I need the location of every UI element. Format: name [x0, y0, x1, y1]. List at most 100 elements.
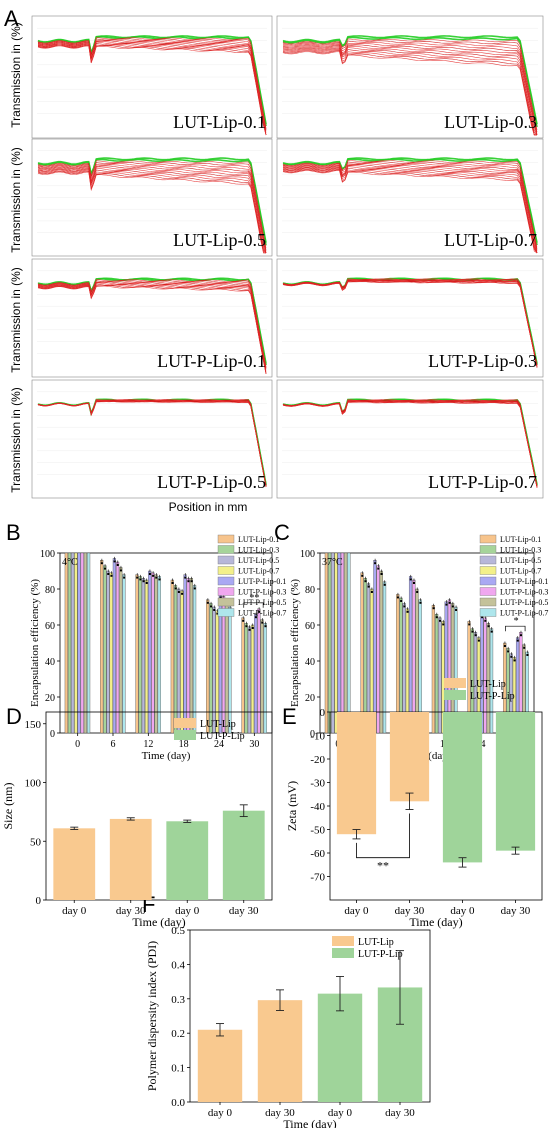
- panel-e-ytick-label: 0: [320, 707, 326, 719]
- panel-b-chart: 0 20 40 60 80 100 0 6 12 18 24 30 ** 4°C Time (day) Enc…: [29, 534, 286, 762]
- panel-b-point-marker: [152, 574, 155, 577]
- panel-b-bar: [109, 572, 113, 734]
- transmission-curve: [37, 166, 267, 254]
- panel-f-ytick-label: 0.5: [171, 925, 185, 937]
- plot-title: LUT-P-Lip-0.5: [157, 472, 266, 492]
- panel-b-point-marker: [139, 578, 142, 581]
- panel-b-bar: [215, 610, 219, 734]
- transmission-plot: LUT-P-Lip-0.7: [276, 379, 544, 499]
- panel-d-legend-label: LUT-Lip: [200, 719, 236, 730]
- panel-c-bar: [483, 617, 487, 734]
- panel-b-bar: [141, 578, 145, 734]
- panel-b-point-marker: [254, 616, 257, 619]
- transmission-curve: [282, 43, 538, 136]
- panel-d-axes-frame: [45, 711, 273, 901]
- panel-b-bar: [228, 606, 232, 734]
- transmission-curve: [37, 41, 267, 134]
- panel-c-point-marker: [416, 591, 419, 593]
- panel-a-ylabel-1: Transmission in (%): [9, 22, 23, 128]
- panel-b-bar: [247, 626, 251, 734]
- panel-b-point-marker: [136, 576, 139, 579]
- transmission-curve: [282, 165, 538, 254]
- panel-e-xtick-label: day 0: [450, 905, 475, 917]
- panel-b-ytick-label: 0: [50, 729, 55, 740]
- plot-title: LUT-Lip-0.3: [444, 112, 537, 132]
- transmission-curve: [282, 158, 538, 246]
- panel-c-point-marker: [526, 654, 529, 656]
- panel-b-bar: [186, 578, 190, 734]
- panel-b-point-marker: [107, 573, 110, 575]
- panel-b-bar: [209, 603, 213, 734]
- panel-f-ytick-label: 0.0: [171, 1097, 185, 1109]
- panel-e-ytick-label: -70: [310, 872, 325, 884]
- panel-c-point-marker: [380, 573, 383, 575]
- panel-b-ytick-label: 20: [45, 693, 55, 704]
- panel-b-bar: [80, 552, 84, 734]
- panel-b-xtick-label: 12: [143, 739, 153, 750]
- panel-c-point-marker: [503, 645, 506, 647]
- panel-c-legend-swatch: [479, 555, 497, 565]
- panel-b-point-marker: [193, 587, 196, 590]
- panel-b-xtick-label: 24: [214, 739, 224, 750]
- panel-f-legend-swatch: [332, 948, 354, 958]
- panel-b-point-marker: [210, 605, 213, 608]
- panel-c-legend-label: LUT-Lip-0.1: [500, 535, 541, 544]
- panel-b-point-marker: [113, 560, 116, 563]
- panel-b-point-marker: [158, 578, 161, 581]
- panel-c-point-marker: [490, 630, 493, 633]
- panel-b-bar: [144, 579, 149, 734]
- panel-b-ytick-label: 60: [45, 621, 55, 632]
- panel-b-bar: [100, 560, 104, 734]
- panel-b-legend-swatch: [217, 597, 235, 607]
- panel-b-bar: [119, 567, 123, 734]
- panel-b-bar: [83, 552, 88, 734]
- panel-b-bar: [135, 574, 139, 734]
- panel-c-legend-swatch: [479, 534, 497, 544]
- panel-c-point-marker: [442, 623, 445, 626]
- transmission-curve: [37, 163, 267, 252]
- transmission-curve: [37, 165, 267, 254]
- panel-e-ytick-label: -20: [310, 754, 325, 766]
- panel-e-legend-label: LUT-P-Lip: [470, 691, 515, 702]
- panel-b-point-marker: [216, 612, 219, 615]
- transmission-curve: [282, 40, 538, 133]
- transmission-curve: [37, 45, 267, 136]
- transmission-curve: [37, 158, 267, 246]
- panel-b-bar: [103, 565, 107, 734]
- panel-c-bar: [435, 614, 439, 734]
- panel-c-bar: [373, 560, 377, 734]
- panel-c-point-marker: [474, 634, 477, 637]
- panel-c-sig-bracket: [505, 625, 526, 632]
- transmission-plot: LUT-Lip-0.3: [276, 15, 544, 139]
- panel-b-legend-label: LUT-Lip-0.7: [238, 567, 279, 576]
- panel-c-point-marker: [435, 616, 438, 619]
- panel-c-point-marker: [510, 655, 513, 658]
- panel-f-xtick-label: day 30: [385, 1107, 415, 1119]
- panel-b-point-marker: [110, 574, 113, 577]
- transmission-curve: [282, 162, 538, 250]
- transmission-curve: [282, 169, 538, 254]
- panel-c-legend-swatch: [479, 545, 497, 554]
- panel-b-bar: [183, 574, 187, 734]
- transmission-curve: [282, 400, 538, 488]
- panel-e-bar: [495, 712, 536, 851]
- panel-c-point-marker: [383, 583, 386, 586]
- panel-b-bar: [138, 576, 142, 734]
- panel-c-bar: [438, 617, 442, 734]
- panel-c-point-marker: [448, 601, 451, 604]
- panel-f-xtick-label: day 30: [265, 1107, 295, 1119]
- panel-b-legend-label: LUT-P-Lip-0.5: [238, 598, 286, 607]
- panel-f-legend-swatch: [332, 936, 354, 946]
- panel-c-legend-swatch: [479, 608, 497, 617]
- plot-title: LUT-P-Lip-0.3: [428, 351, 537, 371]
- panel-c-bar: [408, 576, 413, 734]
- panel-b-ytick-label: 80: [45, 585, 55, 596]
- transmission-curve: [37, 41, 267, 136]
- panel-c-point-marker: [367, 585, 370, 588]
- transmission-curve: [37, 169, 267, 254]
- panel-c-ytick-label: 100: [300, 549, 315, 560]
- panel-b-bar: [74, 552, 78, 734]
- panel-a-transmission-grid: LUT-Lip-0.1 LUT-Lip-0.3 LUT-Lip-0.5 LUT-Lip…: [31, 15, 544, 499]
- panel-c-bar: [340, 552, 345, 734]
- panel-b-bar: [263, 623, 267, 734]
